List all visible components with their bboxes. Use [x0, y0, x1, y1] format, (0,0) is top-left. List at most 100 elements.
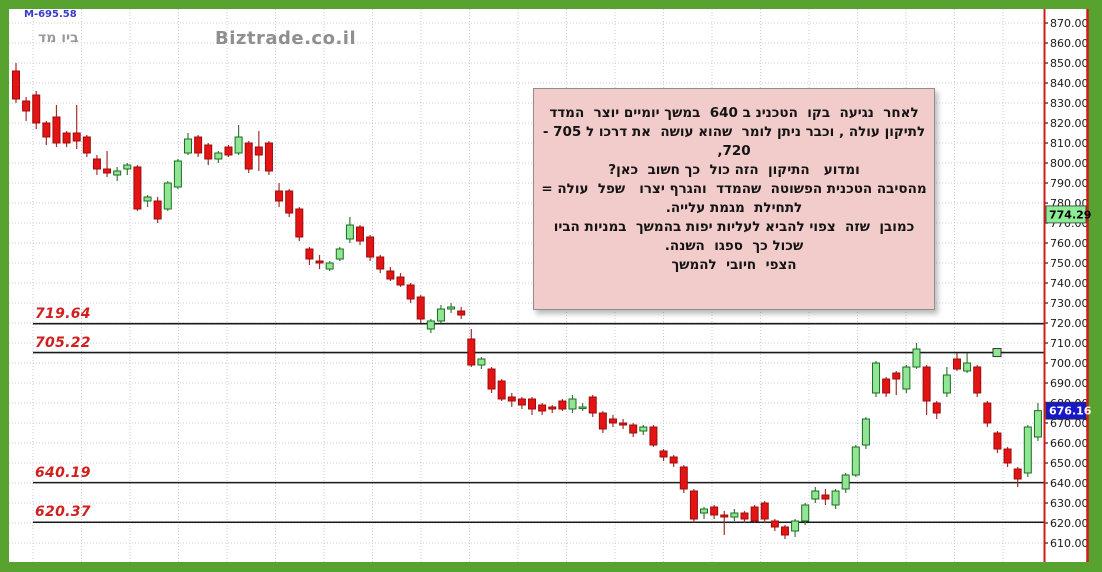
candle [861, 418, 870, 446]
annotation-line: 720, [717, 143, 751, 159]
candle [973, 366, 982, 394]
annotation-line: הצפי חיובי להמשך [671, 257, 797, 273]
candle [760, 502, 769, 520]
candle [507, 396, 516, 402]
candle [811, 490, 820, 500]
candle [447, 306, 456, 310]
candle [619, 422, 628, 426]
candle [750, 506, 759, 522]
candle [993, 432, 1002, 450]
candle [821, 494, 830, 500]
symbol-label: ביו מד [38, 30, 79, 46]
last-price-label-text: 676.16 [1049, 405, 1092, 418]
annotation-line: כמובן שזה צפוי להביא לעליות יפות בהמשך ב… [553, 219, 915, 235]
annotation-line: מהסיבה הטכנית הפשוטה שהמדד והגרף יצרו שפ… [541, 181, 927, 197]
axis-label: 860.00 [1050, 37, 1089, 50]
axis-label: 750.00 [1050, 257, 1089, 270]
candle [477, 358, 486, 366]
candle [376, 256, 385, 270]
candle [315, 260, 324, 264]
candle [285, 190, 294, 214]
candle [436, 308, 445, 322]
candle [295, 208, 304, 238]
candle [305, 248, 314, 260]
candle [103, 168, 112, 174]
candle [629, 424, 638, 434]
candle [558, 400, 567, 410]
axis-label: 720.00 [1050, 317, 1089, 330]
candle [517, 398, 526, 406]
highlight-price-label-text: 774.29 [1049, 208, 1091, 221]
candle [1003, 448, 1012, 464]
candle [325, 262, 334, 270]
candle [770, 520, 779, 528]
candle [1013, 468, 1022, 480]
candle [275, 190, 284, 202]
candle [831, 490, 840, 506]
candle [487, 368, 496, 390]
candle [649, 426, 658, 446]
candle [82, 136, 91, 154]
candle [153, 200, 162, 220]
candle [882, 378, 891, 394]
candle [52, 116, 61, 144]
candle [912, 348, 921, 368]
candle [669, 456, 678, 464]
candle [568, 398, 577, 410]
annotation-line: לאחר נגיעה בקו הטכנינ ב 640 במשך יומיים … [549, 105, 919, 121]
candle [689, 490, 698, 520]
candle [406, 284, 415, 300]
candle [922, 366, 931, 402]
candle [194, 136, 203, 154]
candle [588, 396, 597, 414]
candle [659, 450, 668, 458]
candle [952, 358, 961, 370]
line-handle[interactable] [992, 348, 1002, 358]
candle [204, 144, 213, 160]
candle [184, 138, 193, 154]
candle [639, 426, 648, 432]
candle [123, 164, 132, 170]
candle [801, 504, 810, 522]
candle [700, 508, 709, 514]
candle [932, 402, 941, 414]
candle [264, 142, 273, 172]
candle [791, 520, 800, 532]
candle [72, 132, 81, 142]
candle [92, 158, 101, 170]
candle [22, 100, 31, 112]
candle [426, 320, 435, 330]
highlight-price-label [1045, 205, 1087, 224]
trendline-label-705.22: 705.22 [35, 334, 91, 351]
candle [538, 404, 547, 412]
candle [42, 122, 51, 138]
candle [386, 270, 395, 280]
candle [942, 374, 951, 394]
axis-label: 760.00 [1050, 237, 1089, 250]
candle [224, 146, 233, 156]
annotation-line: שכול כך ספגו השנה. [664, 238, 804, 254]
candle [396, 276, 405, 286]
axis-label: 710.00 [1050, 337, 1089, 350]
candle [1033, 410, 1042, 438]
candle [902, 366, 911, 390]
candle [254, 146, 263, 156]
annotation-line: לתחילת מגמת עלייה. [665, 200, 803, 216]
candle [32, 94, 41, 124]
candle [548, 406, 557, 410]
axis-label: 610.00 [1050, 537, 1089, 550]
candle [710, 506, 719, 516]
candle [608, 418, 617, 424]
candle [345, 224, 354, 240]
candle [12, 70, 20, 100]
candle [244, 142, 253, 170]
candle [679, 466, 688, 490]
axis-label: 840.00 [1050, 77, 1089, 90]
axis-label: 730.00 [1050, 297, 1089, 310]
axis-label: 660.00 [1050, 437, 1089, 450]
candle [730, 512, 739, 518]
candle [366, 236, 375, 258]
trendline-label-719.64: 719.64 [35, 305, 91, 322]
annotation-box[interactable]: לאחר נגיעה בקו הטכנינ ב 640 במשך יומיים … [533, 88, 935, 310]
